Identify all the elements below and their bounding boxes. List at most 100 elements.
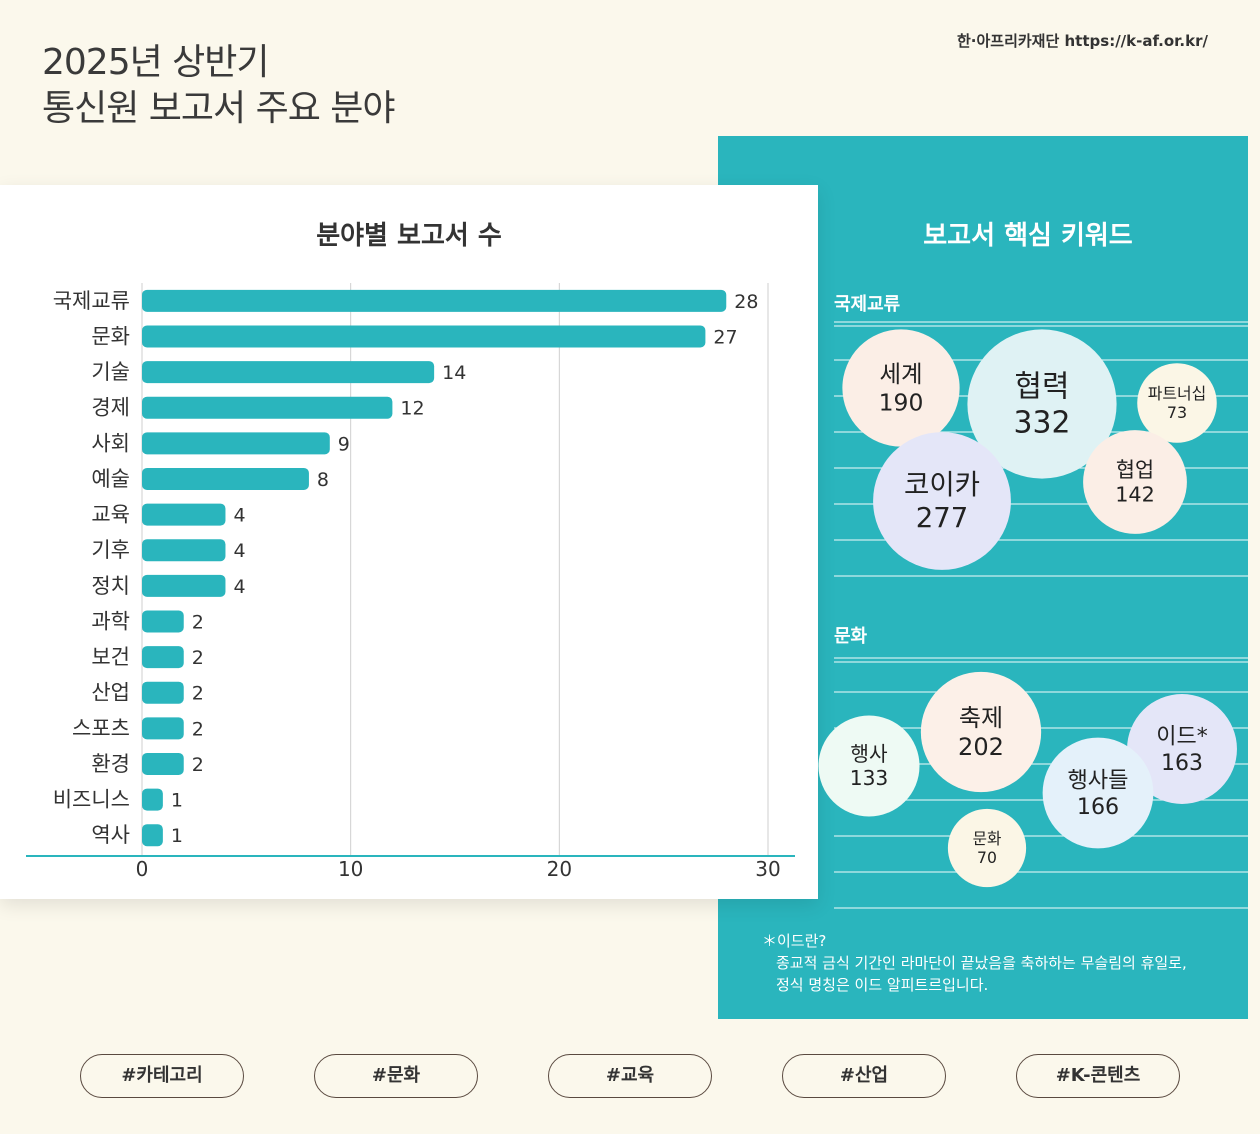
bar [142,824,163,847]
keyword-word: 문화 [973,829,1002,848]
source-credit: 한·아프리카재단 https://k-af.or.kr/ [956,32,1208,50]
value-label: 4 [233,505,245,527]
keyword-bubble [1137,363,1217,443]
bar [142,361,435,384]
x-tick-label: 0 [136,857,149,881]
footnote-line-2: 정식 명칭은 이드 알피트르입니다. [776,976,989,994]
keyword-bubble [842,329,960,447]
bar [142,574,226,597]
keyword-count: 190 [879,388,924,416]
category-label: 비즈니스 [53,788,130,812]
keyword-count: 277 [916,502,969,534]
bar [142,646,184,669]
category-label: 역사 [91,823,130,847]
footnote-line-1: 종교적 금식 기간인 라마단이 끝났음을 축하하는 무슬림의 휴일로, [776,954,1187,972]
keyword-word: 코이카 [904,469,980,501]
keyword-word: 행사 [850,742,888,766]
category-label: 과학 [91,609,130,633]
category-label: 기술 [91,360,130,384]
category-label: 정치 [91,574,130,598]
value-label: 2 [192,683,204,705]
value-label: 4 [233,540,245,562]
bar [142,325,706,348]
category-label: 보건 [91,645,130,669]
keyword-bubble [947,808,1027,888]
title-line-2: 통신원 보고서 주요 분야 [42,88,396,129]
category-label: 국제교류 [53,289,130,313]
x-tick-label: 30 [755,857,780,881]
keyword-bubble [920,671,1042,793]
keyword-count: 166 [1077,794,1119,820]
value-label: 8 [317,469,329,491]
category-label: 사회 [91,431,130,455]
bar [142,681,184,704]
keyword-count: 142 [1115,483,1155,507]
value-label: 14 [442,362,466,384]
bar [142,539,226,562]
value-label: 28 [734,291,758,313]
tag-industry[interactable]: #산업 [782,1054,946,1098]
footnote-title: ＊이드란? [762,932,827,950]
keyword-word: 행사들 [1067,767,1128,793]
keyword-word: 이드* [1156,725,1207,750]
group-label-culture: 문화 [834,626,868,647]
title-line-1: 2025년 상반기 [42,42,270,83]
keyword-word: 협업 [1116,458,1154,482]
category-label: 기후 [91,538,130,562]
tag-k-content[interactable]: #K-콘텐츠 [1016,1054,1180,1098]
keyword-word: 세계 [879,360,922,388]
bar [142,396,393,419]
category-label: 교육 [91,503,130,527]
category-label: 환경 [91,752,130,776]
bar [142,717,184,740]
value-label: 2 [192,611,204,633]
keyword-count: 202 [958,733,1004,761]
group-label-international: 국제교류 [834,294,901,315]
keyword-bubble [1042,737,1154,849]
keyword-word: 파트너십 [1148,384,1206,403]
category-label: 경제 [91,396,130,420]
keyword-title: 보고서 핵심 키워드 [923,221,1133,251]
bar [142,610,184,633]
value-label: 1 [171,790,183,812]
value-label: 4 [233,576,245,598]
bar [142,289,727,312]
keyword-bubble [1127,694,1237,804]
value-label: 27 [713,326,737,348]
keyword-bubble [967,329,1117,479]
bar [142,503,226,526]
page-title: 2025년 상반기 통신원 보고서 주요 분야 [42,40,396,132]
bar [142,788,163,811]
category-label: 예술 [91,467,130,491]
value-label: 12 [400,398,424,420]
value-label: 1 [171,825,183,847]
keyword-count: 332 [1014,405,1071,440]
keyword-count: 163 [1161,751,1203,776]
keyword-bubble [873,432,1011,570]
x-tick-label: 20 [547,857,572,881]
keyword-word: 협력 [1015,370,1070,405]
x-tick-label: 10 [338,857,363,881]
tag-culture[interactable]: #문화 [314,1054,478,1098]
bar [142,752,184,775]
keyword-count: 133 [850,766,889,790]
value-label: 2 [192,647,204,669]
category-label: 스포츠 [72,716,130,740]
tag-education[interactable]: #교육 [548,1054,712,1098]
keyword-bubble [818,715,920,817]
keyword-word: 축제 [959,704,1003,732]
keyword-bubble [1083,430,1187,534]
value-label: 9 [338,433,350,455]
keyword-count: 73 [1167,403,1187,422]
chart-title: 분야별 보고서 수 [316,221,502,251]
category-label: 산업 [91,681,130,705]
value-label: 2 [192,718,204,740]
category-label: 문화 [91,324,130,348]
keyword-count: 70 [977,848,997,867]
footnote: ＊이드란? 종교적 금식 기간인 라마단이 끝났음을 축하하는 무슬림의 휴일로… [762,930,1187,996]
value-label: 2 [192,754,204,776]
bar [142,467,309,490]
tag-category[interactable]: #카테고리 [80,1054,244,1098]
